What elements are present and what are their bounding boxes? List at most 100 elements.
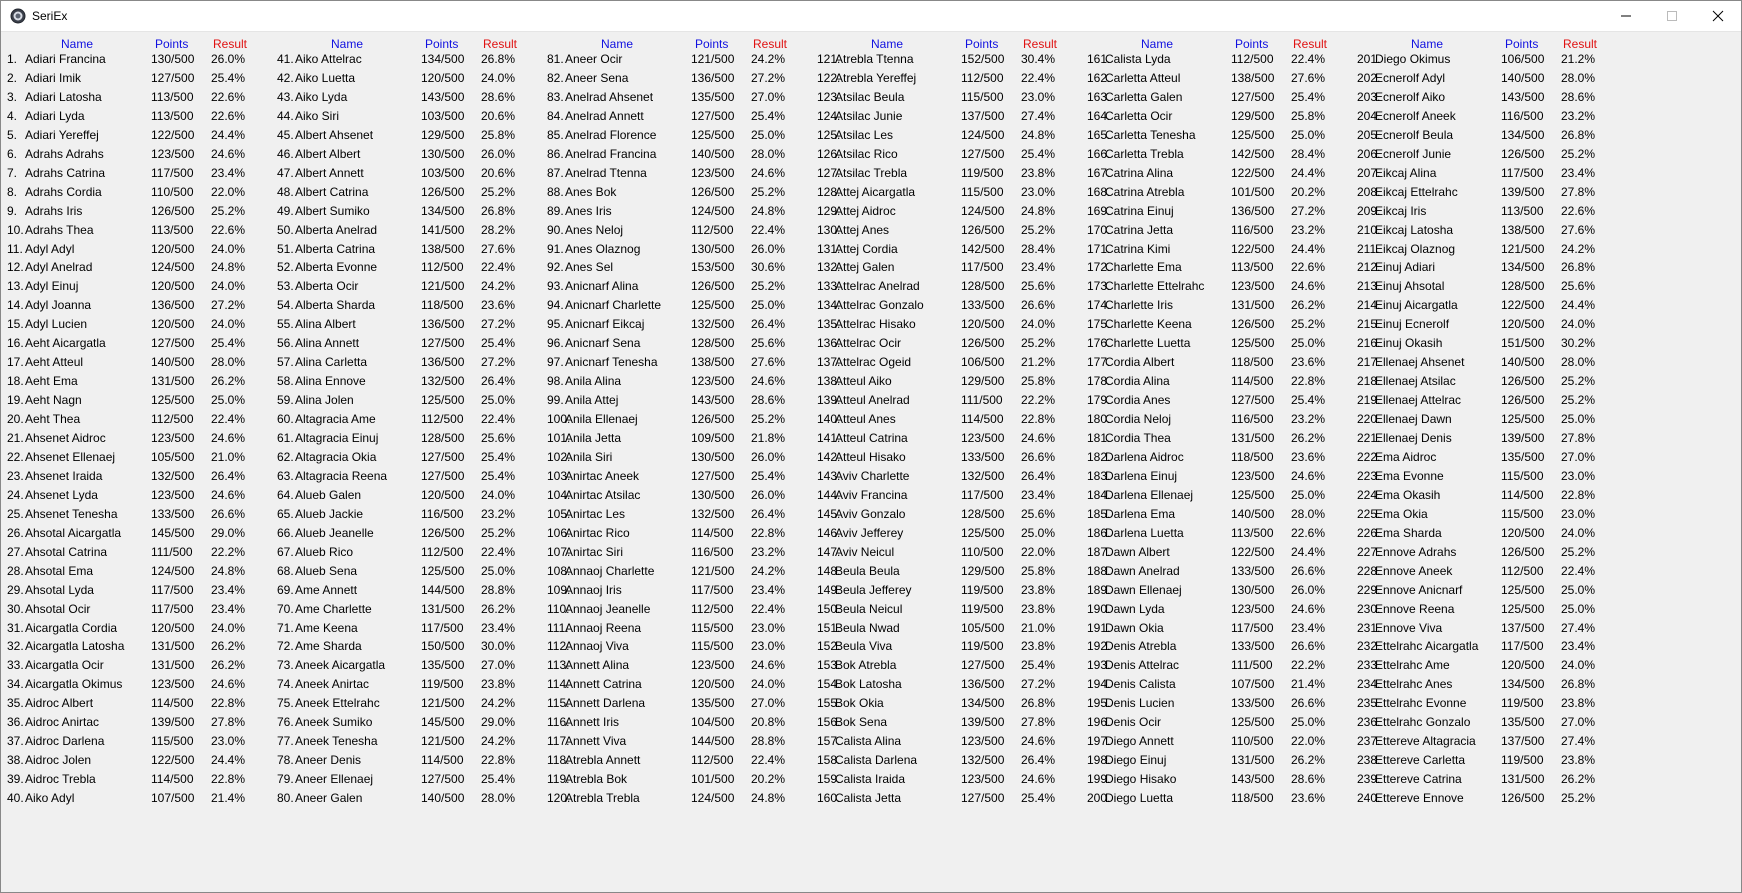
row-result: 26.2%	[211, 374, 246, 389]
row-name: Annett Darlena	[565, 696, 646, 711]
row-result: 27.4%	[1021, 108, 1056, 123]
row-number: 210.	[1357, 222, 1381, 237]
row-result: 22.0%	[211, 184, 246, 199]
table-row: 156. Bok Sena 139/500 27.8%	[811, 715, 1111, 736]
row-name: Albert Ahsenet	[295, 127, 374, 142]
row-name: Alberta Catrina	[295, 241, 376, 256]
minimize-button[interactable]	[1603, 1, 1649, 30]
row-number: 222.	[1357, 449, 1381, 464]
row-result: 24.8%	[751, 203, 786, 218]
close-button[interactable]	[1695, 1, 1741, 30]
row-number: 193.	[1087, 658, 1111, 673]
row-points: 134/500	[1501, 260, 1545, 275]
row-number: 41.	[277, 52, 294, 66]
row-result: 28.6%	[1561, 89, 1596, 104]
row-points: 144/500	[421, 582, 465, 597]
table-row: 44. Aiko Siri 103/500 20.6%	[271, 109, 571, 130]
row-number: 211.	[1357, 241, 1380, 256]
row-result: 22.6%	[1291, 260, 1326, 275]
row-name: Bok Latosha	[835, 677, 902, 692]
table-row: 35. Aidroc Albert 114/500 22.8%	[1, 696, 301, 717]
row-name: Einuj Ecnerolf	[1375, 317, 1450, 332]
table-row: 187. Dawn Albert 122/500 24.4%	[1081, 545, 1381, 566]
row-result: 21.2%	[1021, 355, 1056, 370]
row-number: 169.	[1087, 203, 1111, 218]
row-number: 24.	[7, 487, 24, 502]
row-number: 96.	[547, 336, 564, 351]
row-points: 132/500	[961, 753, 1005, 768]
row-name: Aeht Nagn	[25, 393, 82, 408]
header-result: Result	[483, 37, 518, 51]
header-points: Points	[155, 37, 189, 51]
row-number: 74.	[277, 677, 294, 692]
row-points: 114/500	[691, 525, 734, 540]
row-points: 110/500	[1231, 734, 1274, 749]
row-name: Charlette Ema	[1105, 260, 1182, 275]
row-points: 123/500	[151, 677, 195, 692]
row-number: 170.	[1087, 222, 1111, 237]
row-name: Ahsenet Ellenaej	[25, 449, 116, 464]
table-row: 168. Catrina Atrebla 101/500 20.2%	[1081, 185, 1381, 206]
row-number: 153.	[817, 658, 841, 673]
row-result: 24.0%	[481, 70, 516, 85]
title-bar[interactable]: SeriEx	[1, 1, 1741, 32]
table-row: 175. Charlette Keena 126/500 25.2%	[1081, 317, 1381, 338]
row-points: 112/500	[421, 260, 464, 275]
row-number: 87.	[547, 165, 564, 180]
row-name: Bok Atrebla	[835, 658, 897, 673]
row-result: 25.0%	[481, 393, 516, 408]
row-result: 23.0%	[751, 639, 786, 654]
table-row: 152. Beula Viva 119/500 23.8%	[811, 639, 1111, 660]
row-points: 139/500	[151, 715, 195, 730]
row-result: 25.0%	[1021, 525, 1056, 540]
table-row: 188. Dawn Anelrad 133/500 26.6%	[1081, 564, 1381, 585]
row-points: 127/500	[421, 468, 465, 483]
row-result: 24.2%	[481, 734, 516, 749]
row-number: 92.	[547, 260, 564, 275]
table-row: 72. Ame Sharda 150/500 30.0%	[271, 639, 571, 660]
row-points: 118/500	[1231, 355, 1274, 370]
row-points: 134/500	[1501, 677, 1545, 692]
row-result: 26.6%	[1291, 639, 1326, 654]
row-name: Attej Anes	[835, 222, 890, 237]
table-row: 217. Ellenaej Ahsenet 140/500 28.0%	[1351, 355, 1651, 376]
row-points: 111/500	[151, 544, 193, 559]
row-points: 141/500	[421, 222, 465, 237]
maximize-button[interactable]	[1649, 1, 1695, 30]
row-points: 135/500	[691, 696, 735, 711]
table-row: 21. Ahsenet Aidroc 123/500 24.6%	[1, 431, 301, 452]
row-points: 122/500	[151, 753, 195, 768]
row-number: 16.	[7, 336, 24, 351]
row-result: 23.4%	[211, 601, 246, 616]
row-name: Ahsenet Tenesha	[25, 506, 118, 521]
table-row: 59. Alina Jolen 125/500 25.0%	[271, 393, 571, 414]
table-row: 182. Darlena Aidroc 118/500 23.6%	[1081, 450, 1381, 471]
row-name: Annaoj Reena	[565, 620, 642, 635]
table-row: 26. Ahsotal Aicargatla 145/500 29.0%	[1, 526, 301, 547]
row-points: 136/500	[421, 317, 465, 332]
table-row: 190. Dawn Lyda 123/500 24.6%	[1081, 602, 1381, 623]
row-result: 24.4%	[1291, 544, 1326, 559]
row-result: 24.8%	[751, 791, 786, 806]
table-row: 205. Ecnerolf Beula 134/500 26.8%	[1351, 128, 1651, 149]
row-points: 131/500	[151, 374, 195, 389]
row-points: 121/500	[421, 696, 465, 711]
row-number: 110.	[547, 601, 570, 616]
row-result: 25.2%	[1561, 544, 1596, 559]
row-number: 28.	[7, 563, 24, 578]
row-number: 180.	[1087, 412, 1111, 427]
row-number: 124.	[817, 108, 841, 123]
row-result: 24.6%	[211, 487, 246, 502]
table-row: 165. Carletta Tenesha 125/500 25.0%	[1081, 128, 1381, 149]
row-name: Aviv Jefferey	[835, 525, 904, 540]
row-number: 22.	[7, 449, 24, 464]
row-result: 24.2%	[751, 563, 786, 578]
row-number: 122.	[817, 70, 841, 85]
table-row: 85. Anelrad Florence 125/500 25.0%	[541, 128, 841, 149]
table-row: 176. Charlette Luetta 125/500 25.0%	[1081, 336, 1381, 357]
row-points: 106/500	[1501, 52, 1545, 66]
row-number: 107.	[547, 544, 571, 559]
row-points: 118/500	[1231, 449, 1274, 464]
row-result: 25.2%	[211, 203, 246, 218]
row-name: Ellenaej Atsilac	[1375, 374, 1456, 389]
